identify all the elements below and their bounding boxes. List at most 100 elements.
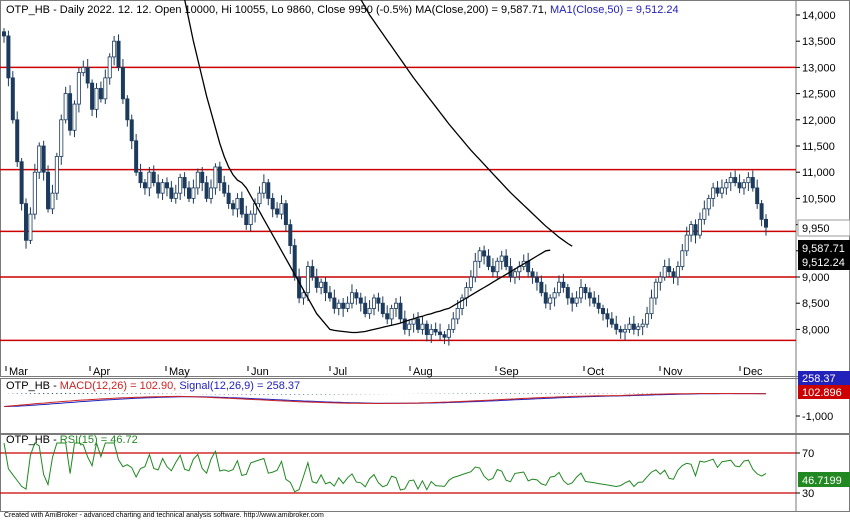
candle-body [728,177,733,184]
price-tick-label: 8,000 [802,324,830,336]
ma50-value-label: 9,512.24 [802,257,845,269]
candle-body [98,87,103,100]
candle-body [402,318,407,330]
candle-body [539,281,544,294]
candle-body [583,287,588,294]
candle-body [279,203,284,215]
month-label: Nov [663,366,683,378]
price-tick-label: 9,000 [802,272,830,284]
rsi-tick-label: 30 [802,488,814,500]
candle-body [239,197,244,215]
candle-body [209,187,214,199]
candle-body [693,224,698,236]
candle-body [134,140,139,173]
candle-body [257,192,262,205]
candle-body [217,166,222,184]
candle-body [640,323,645,328]
candle-body [649,297,654,315]
candle-body [746,177,751,184]
price-tick-label: 10,500 [802,193,836,205]
candle-body [455,308,460,320]
candle-body [332,297,337,309]
candle-body [50,192,55,210]
candle-body [204,182,209,199]
candle-body [579,287,584,299]
ma50-line [184,0,551,334]
candle-body [530,271,535,278]
candle-body [618,328,623,333]
candle-body [724,182,729,189]
candle-body [85,67,90,84]
candle-body [658,276,663,283]
candle-body [54,156,59,194]
month-label: Apr [93,366,110,378]
rsi-value-label: 46.7199 [802,475,842,487]
candle-body [248,213,253,225]
candle-body [63,93,68,121]
candle-body [407,323,412,330]
candle-body [345,302,350,309]
candle-body [684,234,689,252]
candle-body [2,31,7,37]
candle-body [169,187,174,199]
candle-body [389,308,394,320]
price-tick-label: 8,500 [802,298,830,310]
price-tick-label: 11,000 [802,167,835,179]
candle-body [750,177,755,189]
candle-body [213,166,218,189]
candle-body [499,255,504,262]
candle-body [460,297,465,309]
candle-body [733,177,738,184]
candle-body [191,187,196,199]
candle-body [653,281,658,299]
candle-body [623,328,628,333]
candle-body [200,171,205,184]
candle-body [292,245,297,278]
candle-body [376,297,381,304]
price-tick-label: 11,500 [802,141,835,153]
candle-body [662,266,667,278]
candle-body [561,281,566,288]
month-label: Jun [251,366,269,378]
macd-value-badge [798,385,850,399]
month-label: Sep [499,366,519,378]
candle-body [10,77,15,121]
candle-body [288,224,293,246]
candle-body [120,67,125,100]
footer-credit: Created with AmiBroker - advanced charti… [4,512,324,519]
candle-body [195,171,200,189]
candle-body [534,276,539,283]
rsi-line [3,442,767,493]
candle-body [394,302,399,309]
candle-body [424,323,429,336]
candle-body [416,318,421,330]
candle-body [605,313,610,320]
candle-body [103,77,108,100]
candle-body [596,302,601,309]
candle-body [186,187,191,199]
candle-body [129,119,134,142]
candle-body [90,82,95,110]
candle-body [548,297,553,304]
candle-body [512,271,517,278]
candle-body [354,292,359,299]
candle-body [178,177,183,194]
candle-body [451,318,456,330]
macd-title: OTP_HB - MACD(12,26) = 102.90, Signal(12… [6,380,300,392]
price-tick-label: 12,000 [802,115,836,127]
candle-body [182,177,187,189]
candle-body [486,255,491,267]
candle-body [592,297,597,304]
candle-body [706,197,711,210]
candle-body [464,287,469,299]
candle-body [433,328,438,333]
ma200-value-badge [798,240,850,256]
candle-body [741,182,746,189]
candle-body [310,266,315,278]
candle-body [587,292,592,299]
last-price-label: 9,950 [802,223,830,235]
rsi-pane-frame [0,434,850,512]
candle-body [759,203,764,220]
candle-body [363,302,368,315]
